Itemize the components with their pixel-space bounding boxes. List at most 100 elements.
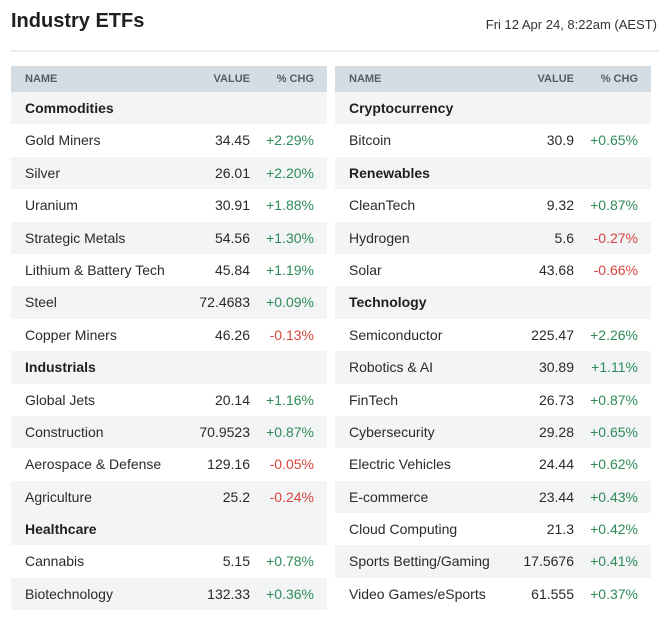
column-header-value[interactable]: VALUE — [213, 73, 250, 85]
group-name: Healthcare — [25, 521, 97, 538]
etf-name[interactable]: Lithium & Battery Tech — [25, 261, 165, 278]
etf-row[interactable]: Robotics & AI 30.89 +1.11% — [335, 351, 651, 384]
etf-name[interactable]: CleanTech — [349, 197, 416, 214]
etf-value: 30.91 — [214, 197, 250, 214]
etf-change: +1.11% — [591, 359, 638, 376]
etf-value: 20.14 — [214, 391, 250, 408]
etf-row[interactable]: Aerospace & Defense 129.16 -0.05% — [11, 448, 327, 481]
etf-name[interactable]: Aerospace & Defense — [25, 456, 162, 473]
etf-row[interactable]: E-commerce 23.44 +0.43% — [335, 480, 651, 514]
etf-change: +1.88% — [266, 197, 314, 214]
etf-name[interactable]: Robotics & AI — [349, 359, 434, 376]
etf-name[interactable]: Steel — [25, 294, 57, 311]
etf-value: 5.15 — [222, 553, 250, 570]
group-header: Renewables — [335, 156, 651, 190]
etf-name[interactable]: Cloud Computing — [349, 521, 458, 538]
group-name: Renewables — [349, 164, 430, 181]
right-rows: Cryptocurrency Bitcoin 30.9 +0.65% Renewable… — [335, 92, 651, 611]
etf-value: 61.555 — [531, 585, 574, 602]
etf-name[interactable]: Strategic Metals — [25, 229, 126, 246]
etf-change: +2.29% — [266, 132, 314, 149]
etf-row[interactable]: Hydrogen 5.6 -0.27% — [335, 221, 651, 254]
etf-name[interactable]: Semiconductor — [349, 326, 443, 343]
etf-row[interactable]: Biotechnology 132.33 +0.36% — [11, 577, 327, 611]
etf-change: +0.36% — [266, 585, 314, 602]
column-header-value[interactable]: VALUE — [537, 73, 574, 85]
etf-row[interactable]: Uranium 30.91 +1.88% — [11, 189, 327, 222]
etf-value: 72.4683 — [199, 294, 250, 311]
etf-row[interactable]: Sports Betting/Gaming 17.5676 +0.41% — [335, 545, 651, 578]
etf-row[interactable]: Semiconductor 225.47 +2.26% — [335, 318, 651, 352]
group-header: Healthcare — [11, 513, 327, 546]
etf-row[interactable]: Strategic Metals 54.56 +1.30% — [11, 221, 327, 254]
etf-row[interactable]: Construction 70.9523 +0.87% — [11, 415, 327, 449]
etf-name[interactable]: Construction — [25, 423, 104, 440]
etf-row[interactable]: Electric Vehicles 24.44 +0.62% — [335, 448, 651, 481]
etf-value: 29.28 — [538, 423, 574, 440]
etf-name[interactable]: Agriculture — [25, 488, 92, 505]
etf-name[interactable]: Copper Miners — [25, 326, 117, 343]
etf-change: +0.65% — [590, 132, 638, 149]
etf-change: +2.26% — [590, 326, 638, 343]
etf-row[interactable]: CleanTech 9.32 +0.87% — [335, 189, 651, 222]
etf-name[interactable]: Solar — [349, 261, 382, 278]
etf-change: -0.27% — [593, 229, 638, 246]
etf-change: -0.24% — [269, 488, 314, 505]
etf-row[interactable]: Cloud Computing 21.3 +0.42% — [335, 513, 651, 546]
etf-name[interactable]: Uranium — [25, 197, 78, 214]
etf-name[interactable]: Gold Miners — [25, 132, 101, 149]
etf-row[interactable]: Cybersecurity 29.28 +0.65% — [335, 415, 651, 449]
etf-row[interactable]: Cannabis 5.15 +0.78% — [11, 545, 327, 578]
etf-change: -0.13% — [269, 326, 314, 343]
etf-value: 34.45 — [214, 132, 250, 149]
etf-name[interactable]: Electric Vehicles — [349, 456, 451, 473]
etf-row[interactable]: Steel 72.4683 +0.09% — [11, 286, 327, 319]
etf-name[interactable]: Hydrogen — [349, 229, 410, 246]
etf-row[interactable]: Video Games/eSports 61.555 +0.37% — [335, 577, 651, 611]
etf-change: +2.20% — [266, 164, 314, 181]
etf-row[interactable]: Silver 26.01 +2.20% — [11, 156, 327, 190]
etf-change: +0.42% — [590, 521, 638, 538]
etf-row[interactable]: Lithium & Battery Tech 45.84 +1.19% — [11, 253, 327, 287]
etf-name[interactable]: E-commerce — [349, 488, 429, 505]
etf-change: +0.87% — [590, 197, 638, 214]
etf-name[interactable]: Cybersecurity — [349, 423, 435, 440]
etf-value: 17.5676 — [523, 553, 574, 570]
etf-row[interactable]: Copper Miners 46.26 -0.13% — [11, 318, 327, 352]
etf-value: 129.16 — [207, 456, 250, 473]
etf-name[interactable]: Cannabis — [25, 553, 85, 570]
page-title: Industry ETFs — [11, 10, 145, 32]
column-header-chg[interactable]: % CHG — [600, 73, 638, 85]
etf-change: +0.65% — [590, 423, 638, 440]
etf-name[interactable]: Sports Betting/Gaming — [349, 553, 490, 570]
group-header: Commodities — [11, 92, 327, 125]
etf-value: 26.01 — [214, 164, 250, 181]
etf-change: +0.87% — [266, 423, 314, 440]
etf-name[interactable]: Silver — [25, 164, 61, 181]
group-name: Cryptocurrency — [349, 100, 454, 116]
etf-value: 26.73 — [538, 391, 574, 408]
etf-change: +0.09% — [266, 294, 314, 311]
etf-change: +0.37% — [590, 585, 638, 602]
etf-row[interactable]: Bitcoin 30.9 +0.65% — [335, 124, 651, 157]
etf-name[interactable]: FinTech — [349, 391, 399, 408]
etf-value: 24.44 — [538, 456, 574, 473]
etf-change: -0.05% — [269, 456, 314, 473]
etf-value: 30.9 — [546, 132, 574, 149]
etf-row[interactable]: Global Jets 20.14 +1.16% — [11, 383, 327, 416]
group-name: Commodities — [25, 100, 114, 116]
etf-change: +0.43% — [590, 488, 638, 505]
etf-row[interactable]: Gold Miners 34.45 +2.29% — [11, 124, 327, 157]
column-header-chg[interactable]: % CHG — [276, 73, 314, 85]
etf-name[interactable]: Global Jets — [25, 391, 96, 408]
etf-row[interactable]: Solar 43.68 -0.66% — [335, 253, 651, 287]
etf-row[interactable]: Agriculture 25.2 -0.24% — [11, 480, 327, 514]
etf-value: 9.32 — [546, 197, 574, 214]
etf-name[interactable]: Video Games/eSports — [349, 585, 486, 602]
etf-row[interactable]: FinTech 26.73 +0.87% — [335, 383, 651, 416]
column-header-name[interactable]: NAME — [25, 73, 58, 85]
etf-name[interactable]: Biotechnology — [25, 585, 113, 602]
column-header-name[interactable]: NAME — [349, 73, 382, 85]
etf-value: 30.89 — [538, 359, 574, 376]
etf-name[interactable]: Bitcoin — [349, 132, 392, 149]
